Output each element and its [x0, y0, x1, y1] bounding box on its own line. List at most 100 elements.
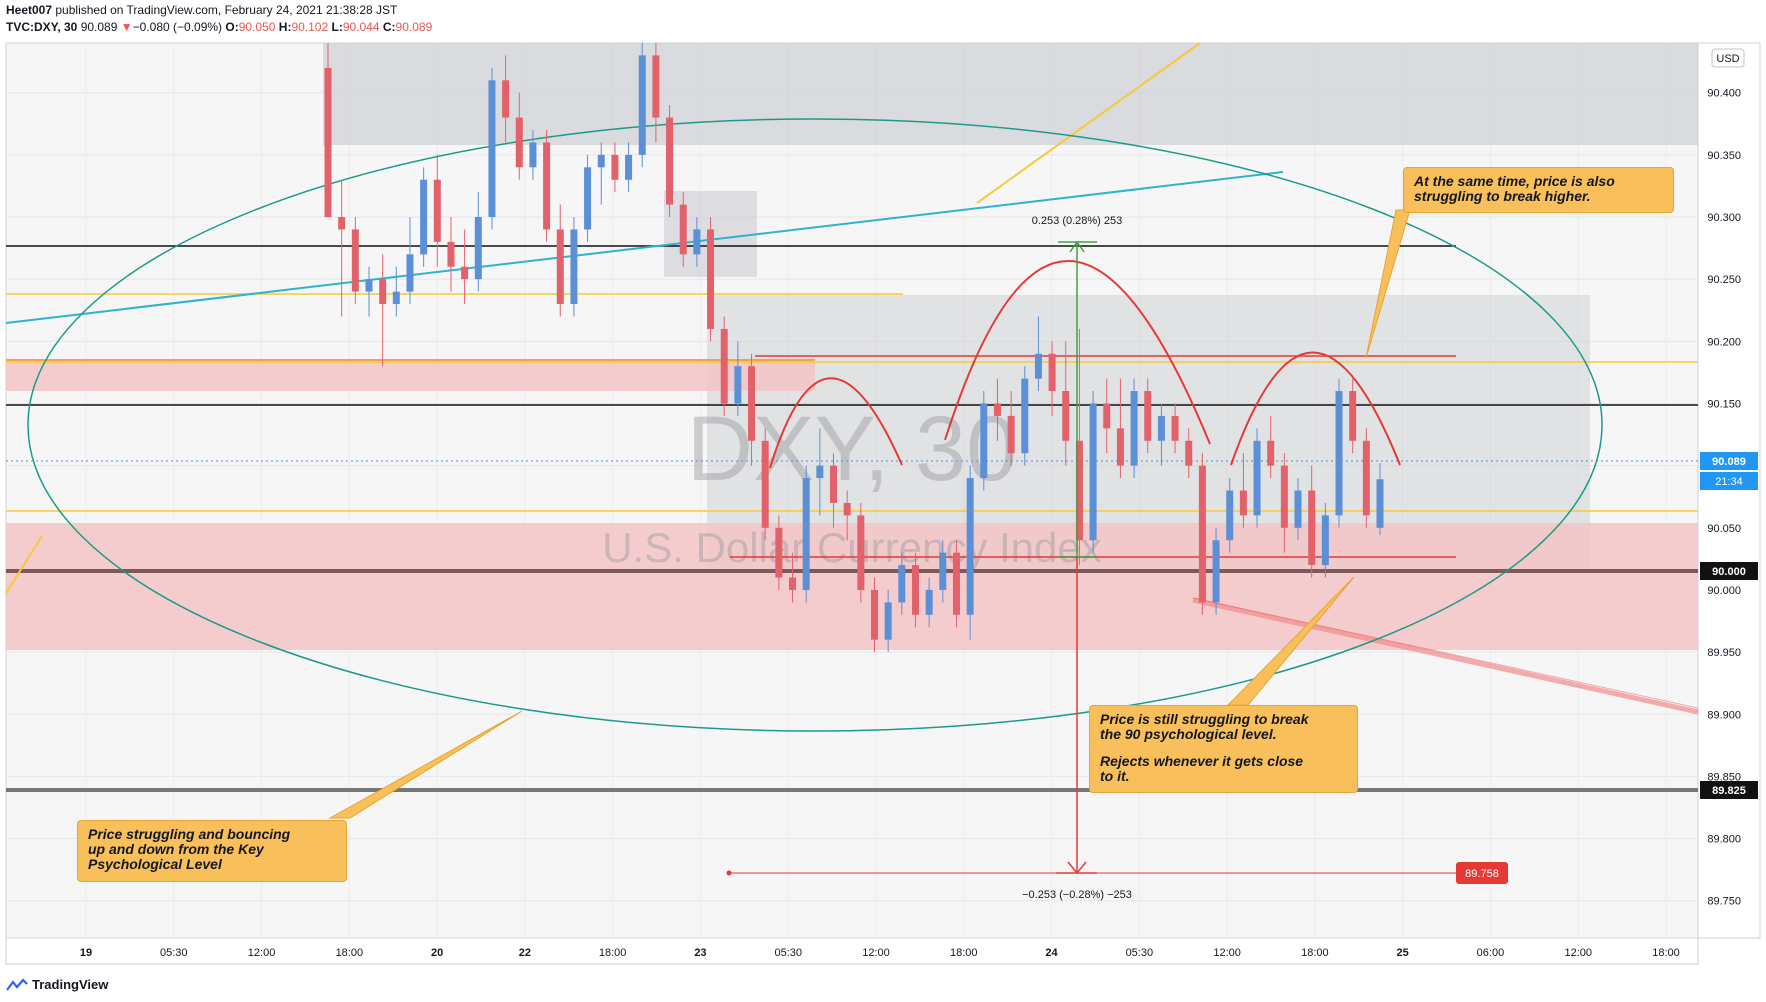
candle[interactable] [1335, 378, 1343, 528]
candle[interactable] [1157, 403, 1165, 466]
candle[interactable] [529, 130, 537, 180]
candle[interactable] [1007, 391, 1015, 466]
measure-tool[interactable]: 0.253 (0.28%) 253 −0.253 (−0.28%) −253 [726, 215, 1132, 901]
symbol-label[interactable]: TVC:DXY, 30 [6, 20, 78, 34]
time-axis[interactable]: 19 05:30 12:00 18:00 20 22 18:00 23 05:30 12:00 18… [80, 947, 1680, 959]
candle[interactable] [966, 465, 974, 640]
candle[interactable] [406, 217, 414, 305]
candle[interactable] [761, 428, 769, 541]
candle-body [1021, 378, 1029, 454]
candle[interactable] [1198, 453, 1206, 615]
candle[interactable] [570, 217, 578, 317]
price-axis-area[interactable] [1697, 42, 1761, 939]
candle[interactable] [433, 154, 441, 267]
candle-body [584, 167, 592, 230]
time-axis-area[interactable] [5, 937, 1699, 965]
note-left[interactable]: Price struggling and bouncing up and dow… [77, 820, 347, 882]
candle[interactable] [802, 465, 810, 603]
candle[interactable] [952, 540, 960, 628]
candle[interactable] [666, 105, 674, 218]
candle[interactable] [351, 217, 359, 305]
candle[interactable] [1116, 378, 1124, 479]
candle[interactable] [1048, 341, 1056, 416]
candle[interactable] [734, 341, 742, 416]
candle[interactable] [911, 552, 919, 628]
candle[interactable] [679, 192, 687, 267]
candle[interactable] [638, 43, 646, 168]
currency-badge[interactable] [1711, 48, 1745, 68]
candle[interactable] [1062, 341, 1070, 466]
candle[interactable] [1267, 415, 1275, 479]
candle[interactable] [1185, 428, 1193, 479]
candle[interactable] [939, 540, 947, 603]
candle-body [679, 204, 687, 255]
candles[interactable] [324, 43, 1384, 653]
candle[interactable] [775, 515, 783, 590]
candle[interactable] [1103, 378, 1111, 454]
candle[interactable] [556, 204, 564, 317]
candle[interactable] [1294, 478, 1302, 541]
note-top-right[interactable]: At the same time, price is also struggli… [1403, 167, 1674, 213]
candle[interactable] [1144, 378, 1152, 454]
candle[interactable] [748, 353, 756, 466]
candle[interactable] [816, 428, 824, 516]
candle[interactable] [543, 130, 551, 242]
candle[interactable] [1376, 463, 1384, 536]
candle[interactable] [625, 142, 633, 193]
horizontal-levels[interactable] [6, 245, 1698, 874]
candle[interactable] [365, 266, 373, 317]
candle[interactable] [474, 192, 482, 292]
candle[interactable] [1308, 465, 1316, 578]
candle[interactable] [898, 552, 906, 615]
note-middle[interactable]: Price is still struggling to break the 9… [1089, 705, 1358, 793]
candle[interactable] [324, 43, 332, 218]
candle[interactable] [1034, 316, 1042, 392]
candle[interactable] [720, 316, 728, 416]
candle[interactable] [1280, 453, 1288, 553]
candle[interactable] [584, 154, 592, 242]
candle[interactable] [597, 142, 605, 205]
candle[interactable] [379, 254, 387, 367]
candle[interactable] [420, 167, 428, 267]
candle[interactable] [461, 229, 469, 305]
candle[interactable] [993, 378, 1001, 441]
candle-body [1130, 391, 1138, 466]
resistance-arcs[interactable] [769, 260, 1401, 469]
candle[interactable] [1321, 502, 1329, 578]
candle[interactable] [1362, 428, 1370, 528]
candle[interactable] [884, 589, 892, 653]
candle[interactable] [693, 217, 701, 267]
candle[interactable] [611, 142, 619, 193]
level-90-tag [1700, 562, 1758, 580]
candle[interactable] [1212, 527, 1220, 615]
candle[interactable] [870, 577, 878, 653]
candle[interactable] [857, 502, 865, 603]
candle[interactable] [1239, 453, 1247, 528]
tradingview-logo-icon[interactable] [6, 977, 28, 992]
candle[interactable] [843, 490, 851, 541]
candle[interactable] [980, 391, 988, 491]
tradingview-brand[interactable]: TradingView [32, 977, 109, 992]
candle[interactable] [338, 179, 346, 317]
candle[interactable] [502, 55, 510, 143]
candle[interactable] [447, 217, 455, 292]
candle[interactable] [1130, 378, 1138, 479]
trend-lines[interactable] [5, 42, 1699, 715]
candle[interactable] [1253, 428, 1261, 528]
candle[interactable] [1075, 328, 1083, 566]
candle[interactable] [488, 67, 496, 230]
candle[interactable] [707, 217, 715, 342]
candle[interactable] [1021, 366, 1029, 466]
candle[interactable] [392, 266, 400, 317]
candle[interactable] [925, 577, 933, 628]
candle[interactable] [1226, 478, 1234, 553]
range-ellipse[interactable] [27, 118, 1603, 732]
candle[interactable] [789, 552, 797, 603]
candle[interactable] [1171, 403, 1179, 454]
candle[interactable] [1349, 378, 1357, 454]
author-name[interactable]: Heet007 [6, 3, 53, 17]
candle[interactable] [515, 92, 523, 180]
candle[interactable] [1089, 391, 1097, 553]
candle[interactable] [830, 453, 838, 528]
candle[interactable] [652, 43, 660, 143]
